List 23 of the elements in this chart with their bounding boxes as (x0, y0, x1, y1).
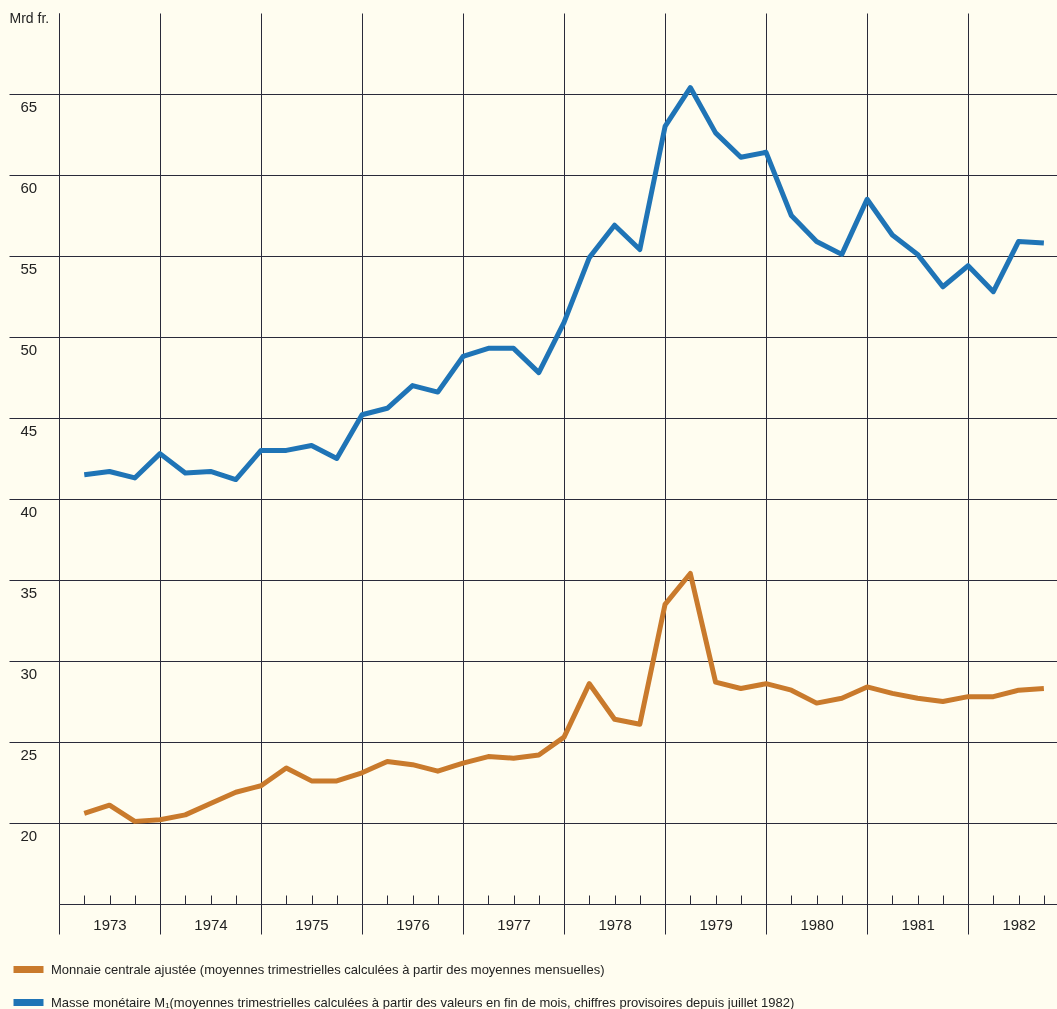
y-tick-label: 30 (20, 664, 38, 682)
x-tick-label: 1981 (901, 915, 935, 933)
legend-label: Masse monétaire M₁(moyennes trimestrielles calculées à partir des valeurs en fin de mois, chiffres provisoires depuis juillet 1982) (51, 994, 795, 1009)
x-tick-label: 1973 (93, 915, 127, 933)
x-tick-label: 1980 (800, 915, 834, 933)
y-tick-label: 55 (20, 259, 38, 277)
legend-label: Monnaie centrale ajustée (moyennes trimestrielles calculées à partir des moyennes mensuelles) (51, 961, 605, 977)
x-tick-label: 1974 (194, 915, 228, 933)
y-tick-label: 65 (20, 97, 38, 115)
x-tick-label: 1977 (497, 915, 531, 933)
y-tick-label: 60 (20, 178, 38, 196)
y-tick-label: 40 (20, 502, 38, 520)
y-tick-label: 35 (20, 583, 38, 601)
x-tick-label: 1978 (598, 915, 632, 933)
y-axis-title: Mrd fr. (9, 9, 50, 26)
y-tick-label: 20 (20, 826, 38, 844)
x-tick-label: 1975 (295, 915, 329, 933)
x-tick-label: 1979 (699, 915, 733, 933)
x-tick-label: 1976 (396, 915, 430, 933)
x-tick-label: 1982 (1002, 915, 1036, 933)
y-tick-label: 45 (20, 421, 38, 439)
y-tick-label: 25 (20, 745, 38, 763)
y-tick-label: 50 (20, 340, 38, 358)
